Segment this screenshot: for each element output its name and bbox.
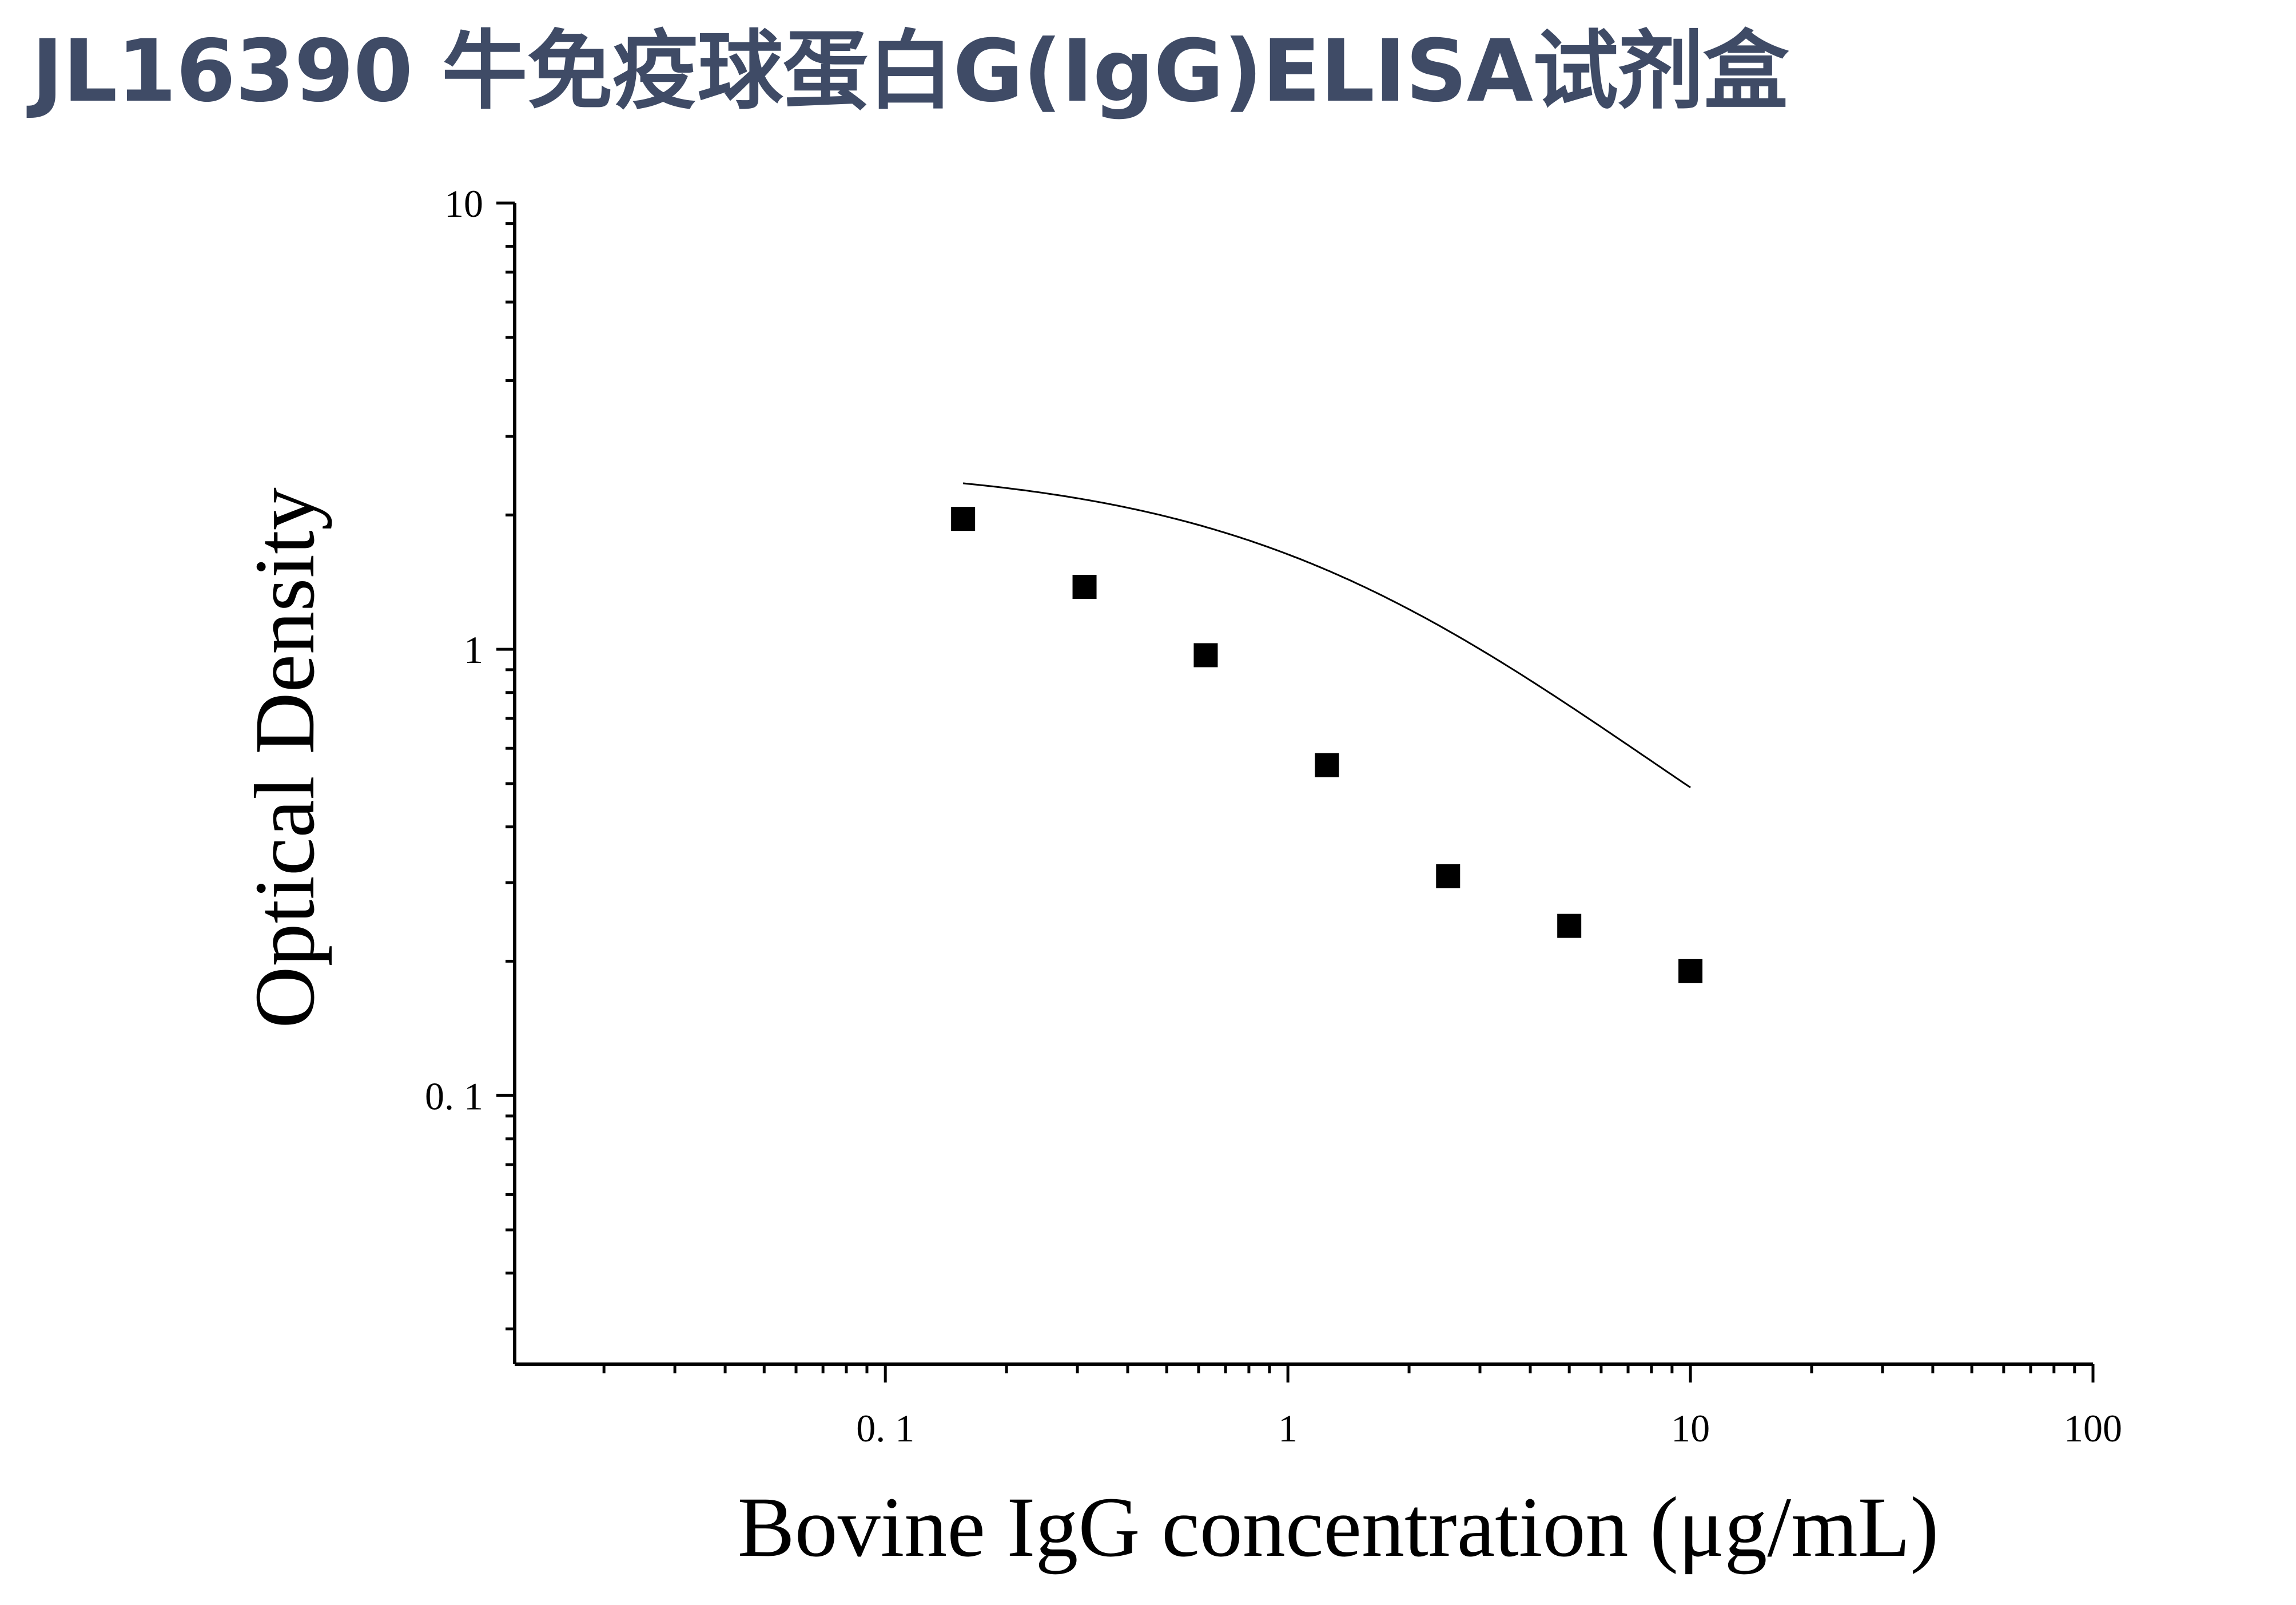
data-point xyxy=(1557,913,1582,938)
y-tick-label: 0. 1 xyxy=(425,1074,483,1118)
y-axis-title: Optical Density xyxy=(237,487,332,1028)
y-tick-label: 1 xyxy=(464,628,483,672)
x-tick-label: 100 xyxy=(2064,1407,2122,1450)
x-tick-label: 0. 1 xyxy=(856,1407,914,1450)
x-tick-label: 1 xyxy=(1278,1407,1298,1450)
fit-curve-line xyxy=(962,482,1691,789)
data-point xyxy=(1436,864,1461,888)
y-tick-label: 10 xyxy=(444,182,483,225)
chart-axes xyxy=(513,203,2093,1366)
data-point xyxy=(1072,575,1097,599)
chart-data-points xyxy=(951,507,1703,983)
data-point xyxy=(1193,643,1218,668)
page-title: JL16390 牛免疫球蛋白G(IgG)ELISA试剂盒 xyxy=(31,22,1789,121)
chart-fit-curve xyxy=(962,482,1691,789)
x-axis-title: Bovine IgG concentration (μg/mL) xyxy=(738,1480,1939,1575)
data-point xyxy=(1315,753,1339,777)
data-point xyxy=(951,507,976,531)
chart-ticks: 0. 1 1 10 100 0. 1 1 10 xyxy=(425,182,2122,1450)
data-point xyxy=(1678,959,1703,983)
x-tick-label: 10 xyxy=(1671,1407,1710,1450)
